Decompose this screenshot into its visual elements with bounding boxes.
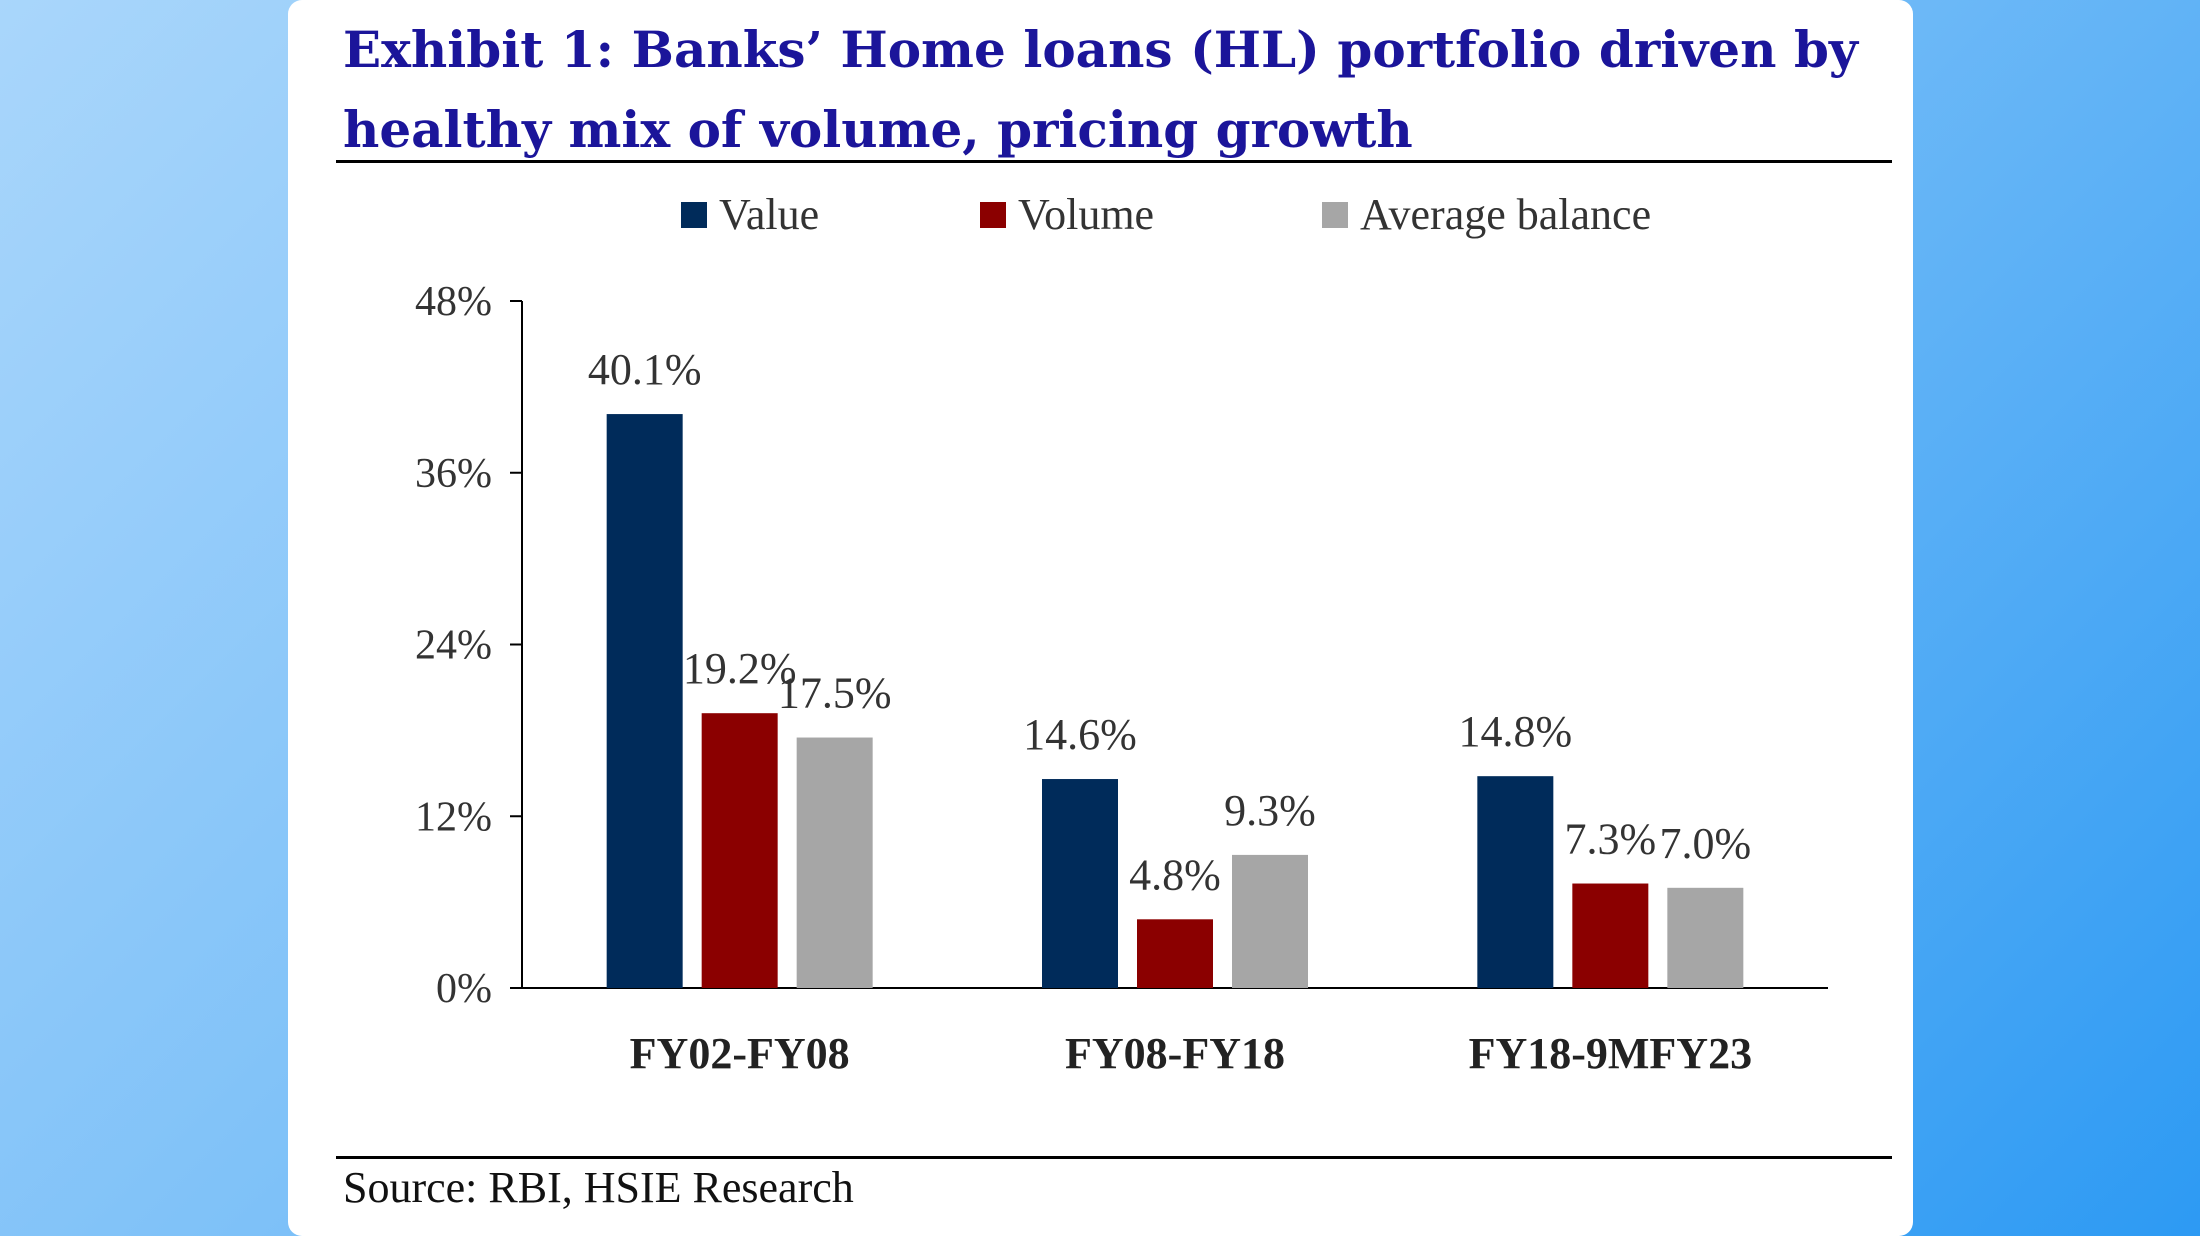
x-category-label-1: FY08-FY18 (1065, 1029, 1285, 1078)
data-label-2-2: 7.0% (1660, 819, 1752, 868)
bar-1-0 (1042, 779, 1118, 988)
bar-2-2 (1667, 887, 1744, 988)
x-category-label-2: FY18-9MFY23 (1469, 1029, 1753, 1078)
chart-legend: Value Volume Average balance (681, 190, 1651, 239)
y-tick-label-3: 36% (415, 451, 492, 497)
source-note: Source: RBI, HSIE Research (343, 1163, 854, 1212)
legend-swatch-1 (980, 202, 1006, 228)
exhibit-card: Exhibit 1: Banks’ Home loans (HL) portfo… (288, 0, 1913, 1236)
x-category-label-0: FY02-FY08 (630, 1029, 850, 1078)
bar-0-0 (606, 414, 683, 989)
bar-0-2 (796, 737, 873, 988)
title-divider (336, 160, 1892, 163)
data-label-1-0: 14.6% (1023, 710, 1137, 759)
bar-1-1 (1137, 919, 1213, 988)
bar-2-1 (1572, 883, 1649, 988)
bar-0-1 (701, 713, 778, 988)
y-tick-label-1: 12% (415, 794, 492, 840)
legend-label-1: Volume (1018, 190, 1154, 239)
legend-swatch-2 (1322, 202, 1348, 228)
data-label-2-1: 7.3% (1565, 815, 1657, 864)
bar-2-0 (1477, 776, 1554, 988)
bar-1-2 (1232, 854, 1308, 988)
legend-label-0: Value (719, 190, 819, 239)
data-label-1-2: 9.3% (1224, 786, 1316, 835)
data-label-1-1: 4.8% (1129, 850, 1221, 899)
y-tick-label-2: 24% (415, 623, 492, 669)
x-axis: FY02-FY08 FY08-FY18 FY18-9MFY23 (630, 1029, 1752, 1078)
legend-label-2: Average balance (1360, 190, 1651, 239)
data-label-2-0: 14.8% (1459, 707, 1573, 756)
data-label-0-1: 19.2% (683, 644, 797, 693)
exhibit-title: Exhibit 1: Banks’ Home loans (HL) portfo… (343, 20, 1858, 159)
legend-swatch-0 (681, 202, 707, 228)
data-labels: 40.1% 19.2%17.5% 14.6% 4.8%9.3% 14.8% 7.3% 7.0… (588, 345, 1751, 899)
y-tick-label-0: 0% (436, 966, 492, 1012)
y-tick-label-4: 48% (415, 279, 492, 325)
data-label-0-0: 40.1% (588, 345, 702, 394)
bar-group (606, 414, 1744, 989)
data-label-0-2: 17.5% (778, 669, 892, 718)
source-divider (336, 1156, 1892, 1159)
bar-chart: Value Volume Average balance 0% 12% 24% 36% 48… (415, 190, 1828, 1078)
